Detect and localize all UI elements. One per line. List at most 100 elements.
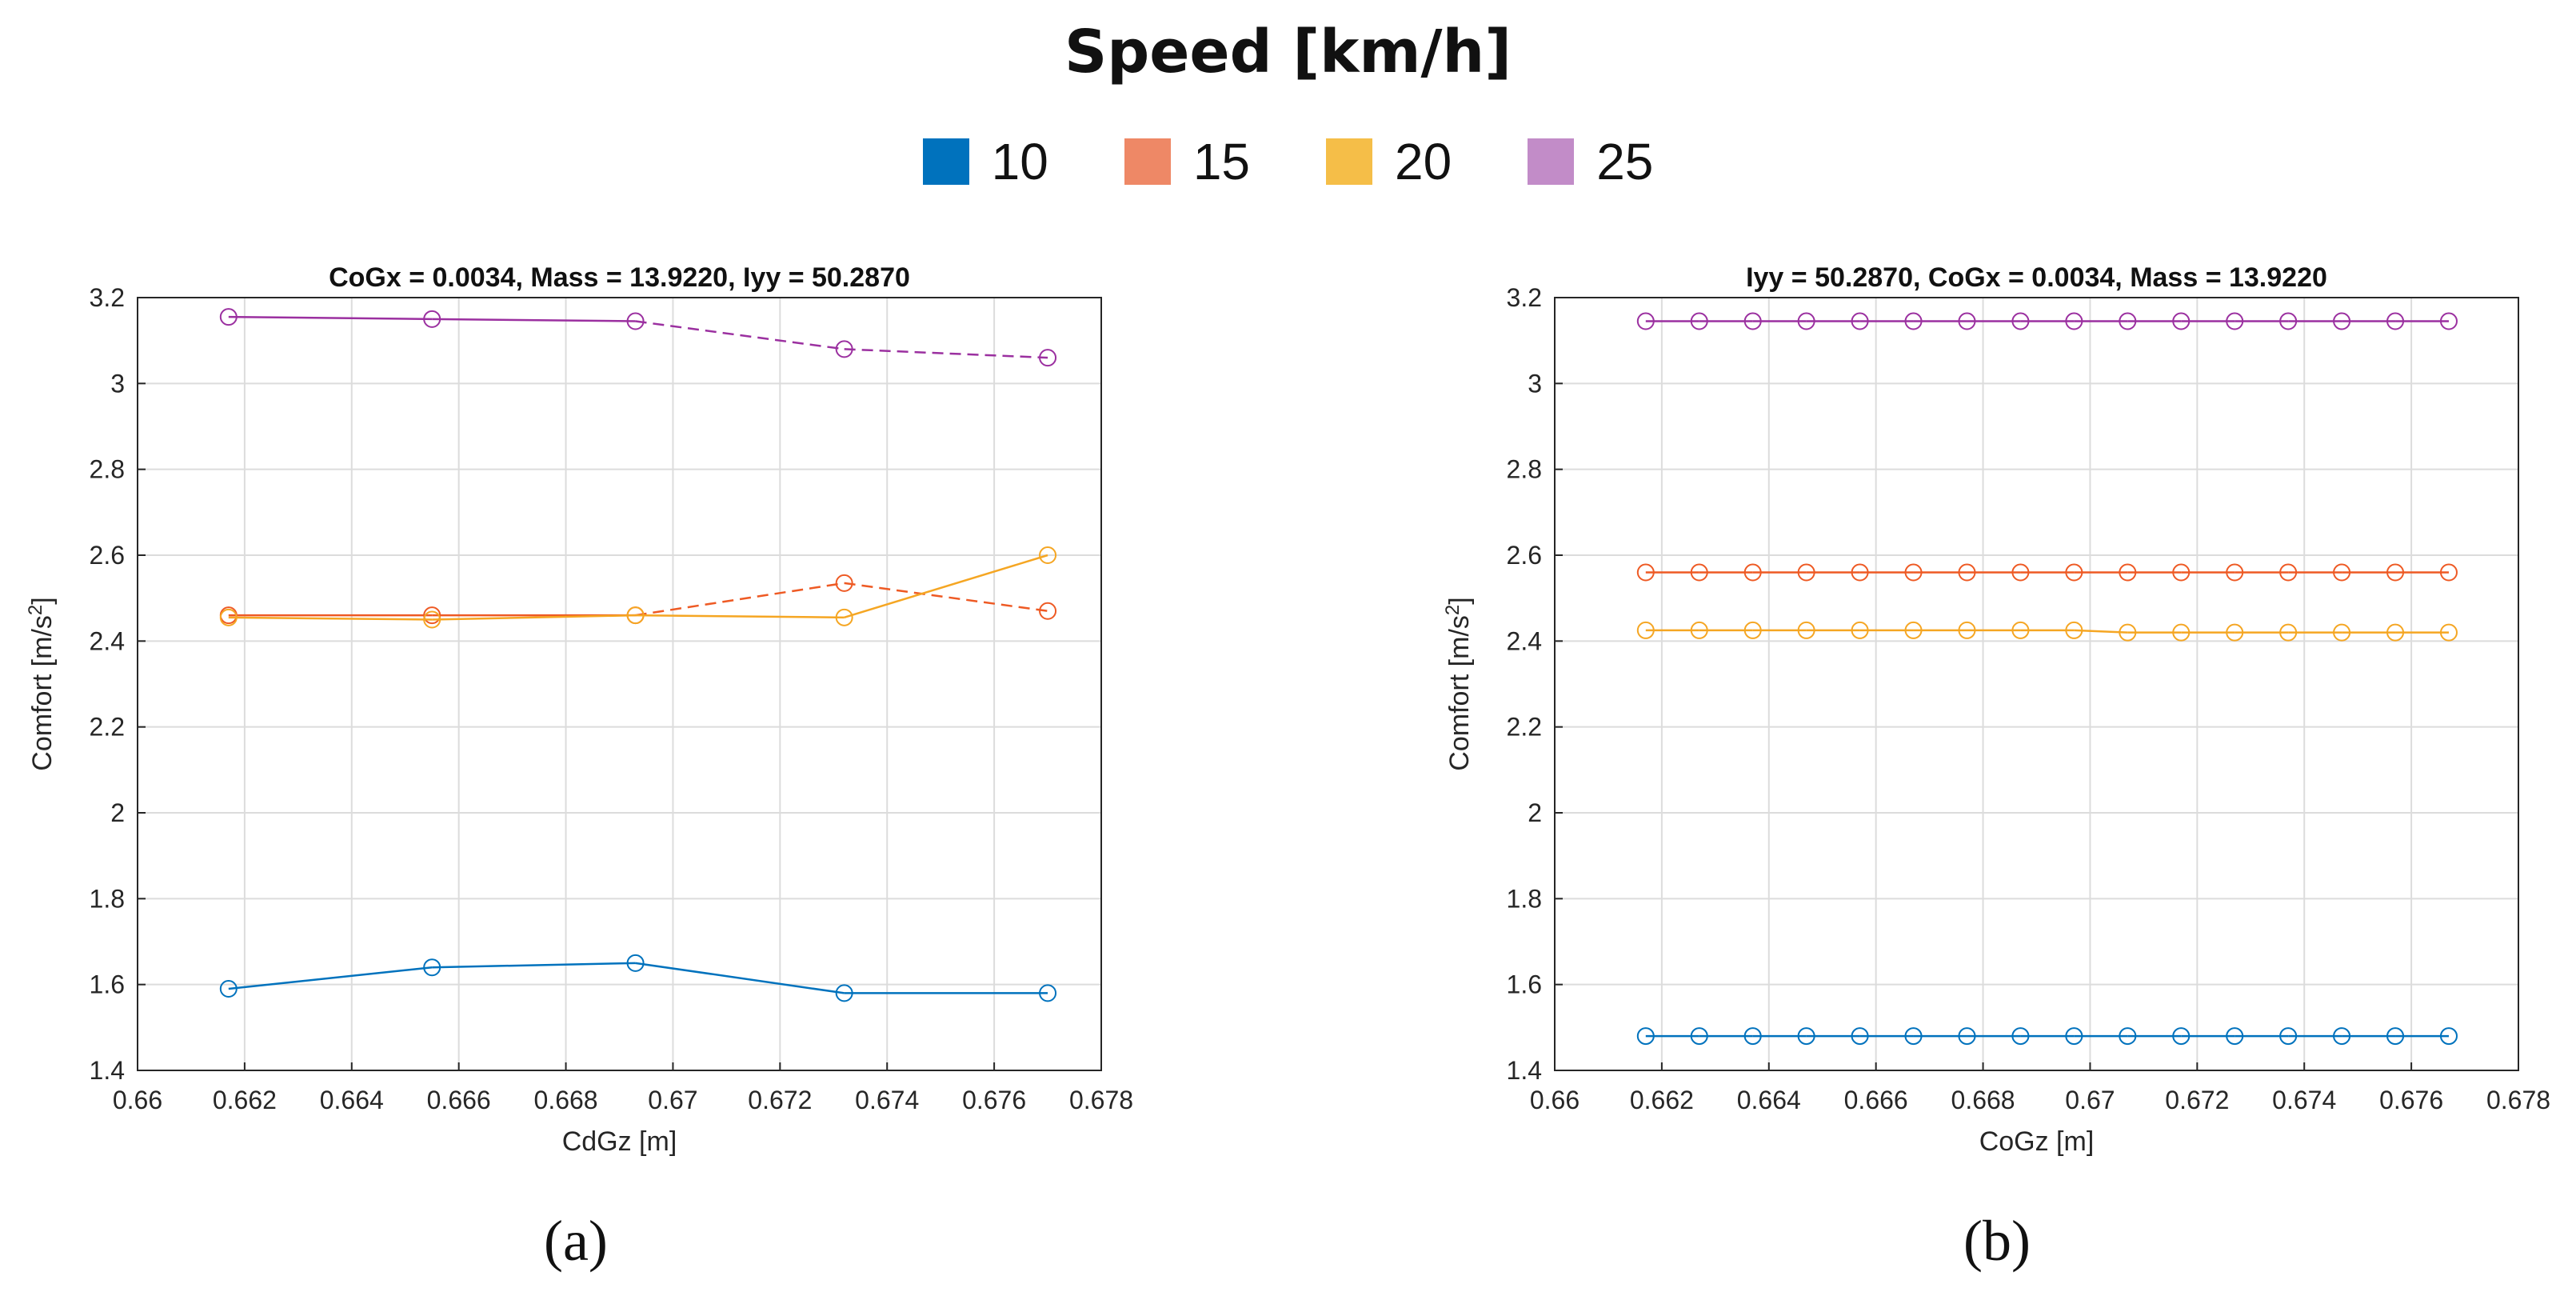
series-10-point — [2119, 1027, 2137, 1046]
legend-swatch-20 — [1326, 138, 1372, 185]
series-25-segment — [432, 318, 636, 322]
x-tick-label-a: 0.676 — [962, 1086, 1026, 1114]
series-20-point — [423, 610, 441, 629]
series-15-point — [2279, 563, 2298, 582]
series-10-segment — [432, 962, 636, 969]
series-20-point — [1743, 621, 1762, 639]
series-15-point — [2065, 563, 2083, 582]
plot-area-b — [1555, 298, 2518, 1070]
legend-item-15: 15 — [1124, 132, 1250, 191]
x-tick-label-a: 0.672 — [748, 1086, 812, 1114]
series-10-point — [2065, 1027, 2083, 1046]
series-10-point — [1958, 1027, 1976, 1046]
series-10-point — [1690, 1027, 1708, 1046]
y-tick-label-b: 2.2 — [1507, 713, 1542, 742]
y-tick-label-a: 1.4 — [90, 1056, 125, 1085]
series-10-point — [1904, 1027, 1923, 1046]
x-tick-label-b: 0.66 — [1530, 1086, 1580, 1114]
y-axis-label-a: Comfort [m/s2] — [25, 597, 58, 770]
series-10-point — [2439, 1027, 2458, 1046]
series-20-segment — [844, 554, 1048, 619]
y-tick-label-a: 2.2 — [90, 713, 125, 742]
axes-box-a — [137, 297, 1102, 1071]
series-20-point — [626, 606, 645, 625]
series-15-point — [2011, 563, 2030, 582]
x-tick-label-a: 0.678 — [1069, 1086, 1133, 1114]
series-15-point — [1958, 563, 1976, 582]
caption-a: (a) — [544, 1209, 608, 1273]
series-20-point — [2386, 623, 2405, 642]
figure-title: Speed [km/h] — [1064, 18, 1512, 86]
series-25-point — [626, 312, 645, 330]
series-20-segment — [635, 614, 845, 619]
y-tick-label-b: 2.8 — [1507, 455, 1542, 484]
legend: 10 15 20 25 — [0, 132, 2576, 191]
series-25-segment — [228, 315, 433, 321]
series-20-segment — [432, 614, 636, 621]
series-20-point — [219, 608, 238, 626]
series-20-point — [2119, 623, 2137, 642]
series-10-point — [1851, 1027, 1869, 1046]
series-10-point — [2226, 1027, 2244, 1046]
axes-box-b — [1554, 297, 2519, 1071]
series-20-point — [2226, 623, 2244, 642]
x-tick-label-a: 0.662 — [213, 1086, 277, 1114]
series-25-point — [423, 310, 441, 328]
series-20-point — [1039, 546, 1057, 564]
y-tick-label-a: 3.2 — [90, 283, 125, 312]
chart-title-a: CoGx = 0.0034, Mass = 13.9220, Iyy = 50.… — [329, 262, 910, 293]
series-25-point — [2065, 312, 2083, 330]
series-15-point — [2172, 563, 2191, 582]
x-tick-label-b: 0.662 — [1630, 1086, 1694, 1114]
y-tick-label-a: 3 — [110, 369, 125, 398]
series-20-point — [1851, 621, 1869, 639]
y-tick-label-a: 1.8 — [90, 884, 125, 913]
series-10-point — [835, 984, 853, 1002]
series-25-point — [2119, 312, 2137, 330]
series-20-point — [835, 608, 853, 626]
series-20-segment — [2074, 629, 2128, 634]
x-tick-label-b: 0.666 — [1844, 1086, 1908, 1114]
series-10-point — [2386, 1027, 2405, 1046]
series-15-point — [2333, 563, 2351, 582]
legend-label-20: 20 — [1395, 133, 1452, 190]
series-10-point — [2011, 1027, 2030, 1046]
series-20-point — [2172, 623, 2191, 642]
legend-item-10: 10 — [922, 132, 1048, 191]
legend-label-10: 10 — [991, 133, 1048, 190]
y-tick-label-b: 2.6 — [1507, 541, 1542, 570]
series-15-point — [1039, 602, 1057, 620]
series-25-point — [1797, 312, 1815, 330]
series-20-point — [2065, 621, 2083, 639]
x-tick-label-a: 0.668 — [534, 1086, 598, 1114]
y-tick-label-b: 3 — [1528, 369, 1542, 398]
series-15-point — [1797, 563, 1815, 582]
x-tick-label-b: 0.678 — [2486, 1086, 2550, 1114]
series-10-point — [1743, 1027, 1762, 1046]
x-tick-label-a: 0.66 — [113, 1086, 162, 1114]
legend-swatch-15 — [1124, 138, 1171, 185]
series-10-point — [2172, 1027, 2191, 1046]
x-tick-label-a: 0.674 — [855, 1086, 919, 1114]
x-axis-label-a: CdGz [m] — [562, 1126, 677, 1157]
y-tick-label-b: 3.2 — [1507, 283, 1542, 312]
series-10-point — [1039, 984, 1057, 1002]
series-10-point — [2279, 1027, 2298, 1046]
series-15-point — [835, 574, 853, 592]
x-tick-label-a: 0.666 — [427, 1086, 491, 1114]
series-25-point — [2226, 312, 2244, 330]
series-25-point — [1904, 312, 1923, 330]
series-25-point — [2172, 312, 2191, 330]
series-20-point — [1904, 621, 1923, 639]
series-20-point — [2333, 623, 2351, 642]
x-tick-label-b: 0.668 — [1951, 1086, 2015, 1114]
y-tick-label-b: 1.6 — [1507, 970, 1542, 999]
x-tick-label-b: 0.67 — [2065, 1086, 2115, 1114]
y-tick-label-a: 2.4 — [90, 626, 125, 655]
series-25-point — [219, 308, 238, 326]
series-25-point — [2011, 312, 2030, 330]
y-tick-label-a: 2.6 — [90, 541, 125, 570]
y-tick-label-b: 2.4 — [1507, 626, 1542, 655]
